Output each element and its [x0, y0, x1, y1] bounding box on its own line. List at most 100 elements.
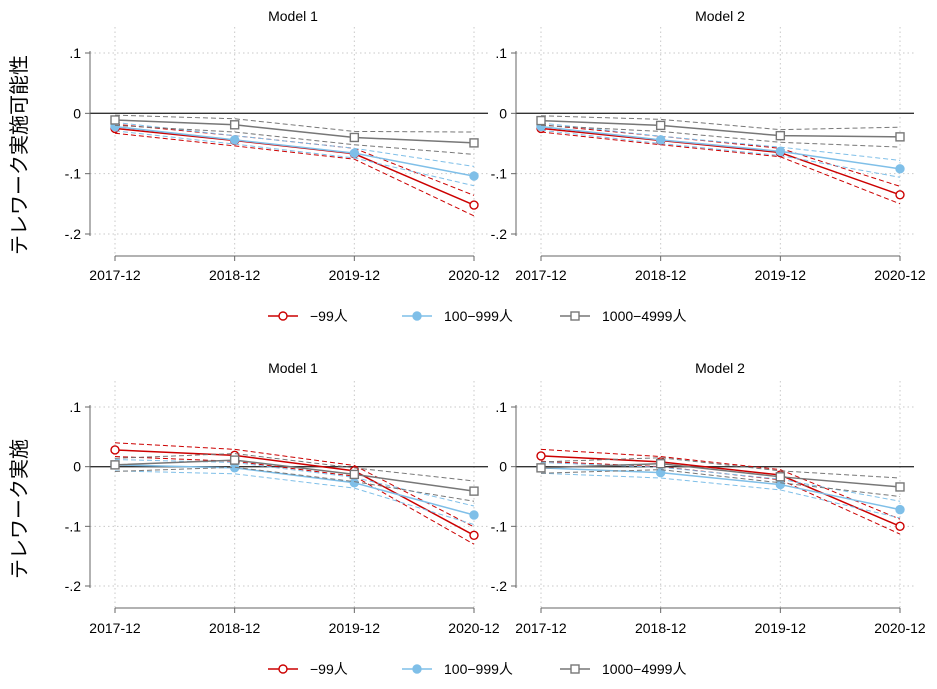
ci-upper-line [540, 448, 901, 520]
panel-title: Model 1 [268, 8, 318, 24]
data-point [349, 469, 360, 480]
ci-lower-line [114, 130, 475, 187]
x-tick-label: 2020-12 [448, 620, 500, 636]
legend-marker [412, 664, 422, 674]
y-axis-label: テレワーク実施 [7, 439, 31, 579]
ci-upper-line [540, 461, 901, 502]
panel-title: Model 2 [695, 360, 745, 376]
data-point [229, 120, 240, 130]
data-point [469, 171, 479, 181]
ci-upper-line [114, 123, 475, 196]
y-tick-label: -.2 [491, 226, 508, 242]
data-point [895, 190, 905, 200]
x-tick-label: 2017-12 [515, 620, 567, 636]
data-point [655, 120, 666, 131]
data-point [349, 478, 360, 488]
data-point [469, 200, 479, 210]
ci-upper-line [114, 114, 475, 133]
legend-label: 1000−4999人 [602, 308, 686, 324]
series-3 [110, 114, 479, 155]
chart-row-1: テレワーク実施可能性 Model 1 .1 0 -.1 -.2 2017-12 2018-12… [7, 8, 926, 324]
y-tick-label: 0 [73, 105, 81, 121]
panel-2-1: Model 1 .1 0 -.1 -.2 2017-12 2018-12 2019-12 202… [65, 360, 500, 636]
x-tick-label: 2020-12 [874, 620, 926, 636]
series-line [114, 449, 475, 536]
legend-marker [412, 311, 422, 321]
data-point [536, 451, 546, 461]
x-tick-label: 2019-12 [755, 620, 807, 636]
data-point [895, 132, 905, 142]
data-point [775, 146, 786, 157]
legend-item: 100−999人 [402, 308, 513, 324]
y-tick-label: -.1 [491, 518, 508, 534]
ci-upper-line [114, 442, 475, 528]
series-line [114, 459, 475, 492]
ci-upper-line [540, 457, 901, 479]
legend-label: −99人 [310, 308, 348, 324]
series-3 [536, 115, 905, 148]
series-line [114, 464, 475, 516]
data-point [895, 482, 905, 492]
legend-marker [278, 311, 288, 321]
legend-item: 1000−4999人 [560, 661, 686, 677]
series-3 [110, 453, 479, 502]
data-point [229, 135, 240, 145]
legend-marker [570, 311, 580, 321]
ci-upper-line [114, 453, 475, 482]
legend-item: −99人 [268, 308, 348, 324]
ci-lower-line [114, 132, 475, 217]
data-point [469, 486, 479, 496]
x-tick-label: 2019-12 [329, 267, 381, 283]
data-point [655, 458, 666, 469]
ci-upper-line [114, 459, 475, 507]
data-point [775, 472, 786, 482]
ci-lower-line [540, 469, 901, 497]
y-tick-label: -.2 [65, 226, 82, 242]
series-3 [536, 457, 905, 497]
series-line [540, 127, 901, 196]
data-point [895, 504, 905, 515]
series-line [540, 455, 901, 528]
data-point [110, 115, 120, 125]
series-line [540, 125, 901, 170]
data-point [655, 135, 666, 145]
series-line [114, 125, 475, 177]
legend-label: 1000−4999人 [602, 661, 686, 677]
legend-marker [570, 664, 580, 674]
series-line [540, 467, 901, 511]
x-tick-label: 2018-12 [209, 267, 261, 283]
legend: −99人 100−999人 1000−4999人 [268, 308, 686, 324]
y-tick-label: 0 [499, 105, 507, 121]
data-point [229, 455, 240, 465]
ci-lower-line [540, 131, 901, 205]
y-tick-label: .1 [69, 399, 81, 415]
chart-row-2: テレワーク実施 Model 1 .1 0 -.1 -.2 2017-12 2018-12 201… [7, 360, 926, 677]
data-point [655, 467, 666, 478]
series-2 [536, 121, 905, 178]
ci-lower-line [114, 124, 475, 155]
y-tick-label: -.2 [491, 578, 508, 594]
data-point [469, 510, 479, 520]
y-tick-label: .1 [69, 45, 81, 61]
data-point [775, 130, 786, 141]
data-point [895, 164, 905, 174]
data-point [469, 138, 479, 148]
series-1 [536, 448, 905, 535]
y-tick-label: .1 [495, 45, 507, 61]
ci-lower-line [114, 470, 475, 526]
ci-lower-line [114, 466, 475, 502]
y-tick-label: -.1 [65, 518, 82, 534]
data-point [536, 463, 546, 473]
data-point [775, 479, 786, 490]
series-line [540, 462, 901, 488]
ci-lower-line [540, 124, 901, 148]
legend-marker [278, 664, 288, 674]
legend: −99人 100−999人 1000−4999人 [268, 661, 686, 677]
panel-1-1: Model 1 .1 0 -.1 -.2 2017-12 2018-12 2019-12 202… [65, 8, 500, 283]
x-tick-label: 2018-12 [209, 620, 261, 636]
data-point [895, 521, 905, 532]
panel-title: Model 2 [695, 8, 745, 24]
ci-upper-line [540, 124, 901, 187]
y-tick-label: 0 [499, 459, 507, 475]
series-2 [110, 121, 479, 187]
